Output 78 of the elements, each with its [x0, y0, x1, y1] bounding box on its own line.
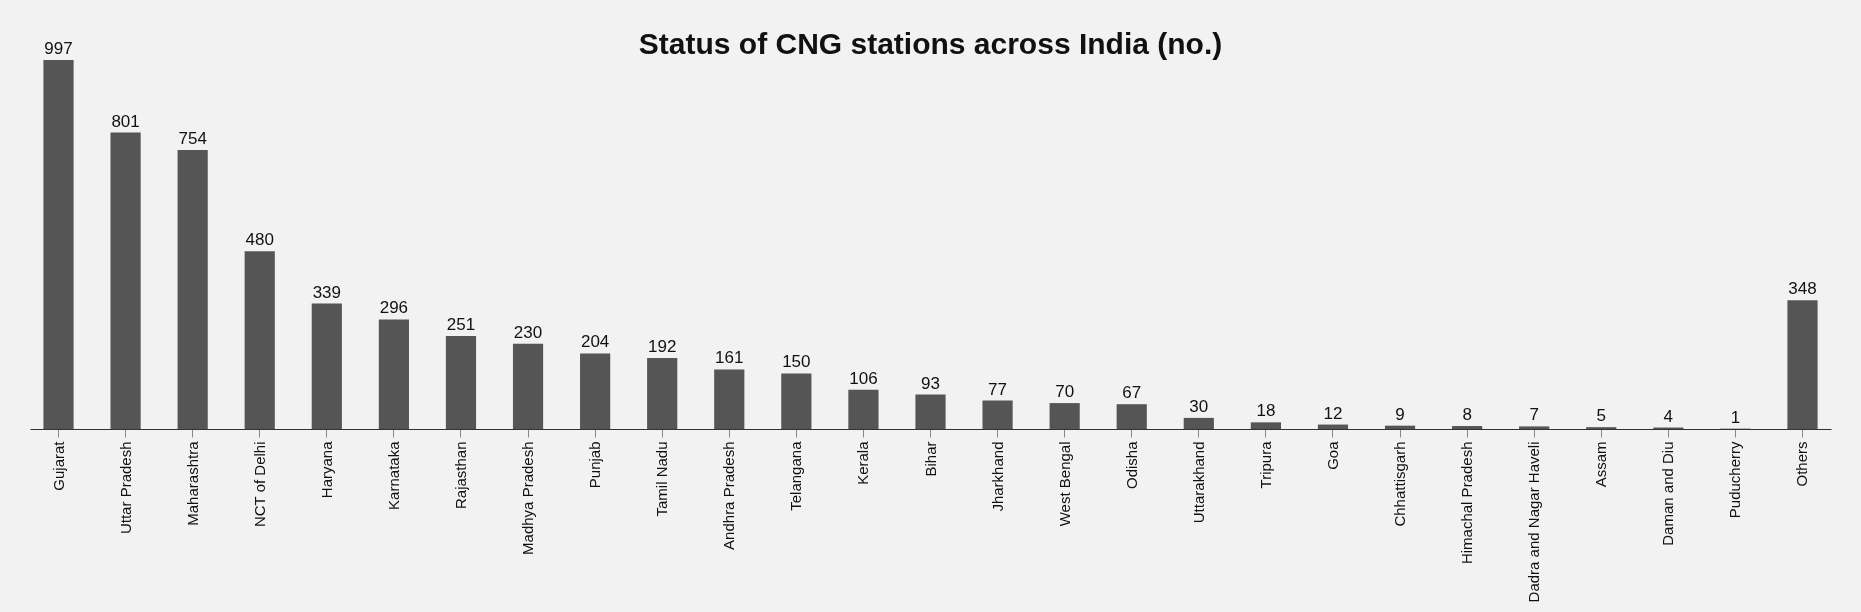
data-label: 161	[715, 348, 744, 368]
bar	[177, 149, 208, 429]
bar	[445, 336, 477, 429]
bar	[311, 303, 342, 429]
x-tick-label: West Bengal	[1055, 441, 1073, 527]
bar	[1317, 424, 1349, 429]
x-tick-label: Uttarakhand	[1189, 441, 1207, 524]
data-label: 339	[312, 282, 341, 302]
data-label: 1	[1730, 407, 1741, 427]
x-tick-label: Dadra and Nagar Haveli	[1525, 441, 1543, 603]
data-label: 997	[44, 39, 73, 58]
x-tick-label: Puducherry	[1726, 441, 1744, 519]
bar	[43, 60, 74, 429]
data-label: 12	[1323, 403, 1343, 423]
data-label: 7	[1529, 405, 1539, 425]
x-tick-label: Madhya Pradesh	[519, 441, 537, 555]
x-tick-label: Chhattisgarh	[1391, 441, 1409, 527]
x-tick-label: Punjab	[586, 441, 604, 489]
data-label: 192	[648, 336, 677, 356]
x-tick-label: Jharkhand	[988, 441, 1006, 512]
bar	[244, 251, 275, 429]
data-label: 77	[988, 379, 1008, 399]
x-tick-label: NCT of Delhi	[250, 441, 268, 528]
x-tick-label: Kerala	[854, 440, 872, 485]
x-tick-label: Daman and Diu	[1659, 441, 1677, 546]
data-label: 18	[1256, 401, 1276, 421]
x-tick-label: Maharashtra	[183, 440, 201, 526]
bar	[378, 319, 409, 429]
x-tick-label: Others	[1793, 441, 1811, 487]
x-tick-label: Karnataka	[384, 440, 402, 510]
bar	[1519, 426, 1550, 429]
bar	[647, 357, 678, 429]
bar	[848, 389, 879, 429]
data-label: 9	[1395, 404, 1405, 424]
data-label: 251	[446, 315, 476, 335]
x-tick-label: Goa	[1323, 440, 1341, 470]
data-label: 106	[849, 368, 878, 388]
data-label: 67	[1122, 383, 1142, 403]
data-label: 4	[1663, 406, 1674, 426]
bar	[982, 400, 1013, 429]
x-tick-label: Andhra Pradesh	[720, 441, 738, 550]
x-tick-label: Uttar Pradesh	[116, 441, 134, 535]
bar	[781, 373, 812, 429]
x-tick-label: Tamil Nadu	[653, 441, 671, 517]
bar	[580, 353, 611, 429]
data-label: 754	[178, 128, 207, 148]
data-label: 348	[1788, 279, 1817, 299]
x-tick-label: Rajasthan	[451, 441, 469, 510]
data-label: 230	[513, 322, 543, 342]
data-label: 5	[1596, 406, 1606, 426]
data-label: 93	[921, 373, 940, 393]
x-tick-label: Odisha	[1122, 440, 1140, 490]
bar	[1049, 403, 1080, 429]
bar	[512, 343, 544, 429]
x-tick-label: Tripura	[1256, 440, 1274, 489]
bar	[1250, 422, 1281, 429]
x-tick-label: Gujarat	[49, 440, 67, 491]
bar	[1183, 417, 1214, 429]
bar	[110, 132, 141, 429]
data-label: 204	[580, 332, 610, 352]
x-tick-label: Himachal Pradesh	[1458, 441, 1476, 565]
data-label: 150	[782, 352, 811, 372]
data-label: 8	[1462, 405, 1472, 425]
bar	[915, 394, 946, 429]
bar	[714, 369, 745, 429]
chart-title: Status of CNG stations across India (no.)	[638, 27, 1223, 60]
data-label: 801	[111, 111, 140, 131]
bar	[1787, 300, 1818, 429]
data-label: 70	[1055, 382, 1075, 402]
data-label: 30	[1189, 396, 1209, 416]
x-tick-label: Assam	[1592, 441, 1610, 488]
bar	[1452, 426, 1483, 429]
x-tick-label: Bihar	[921, 441, 939, 477]
bar	[1116, 404, 1147, 429]
x-tick-label: Haryana	[317, 440, 335, 499]
x-tick-label: Telangana	[787, 440, 805, 511]
data-label: 296	[379, 298, 409, 318]
data-label: 480	[245, 230, 274, 250]
